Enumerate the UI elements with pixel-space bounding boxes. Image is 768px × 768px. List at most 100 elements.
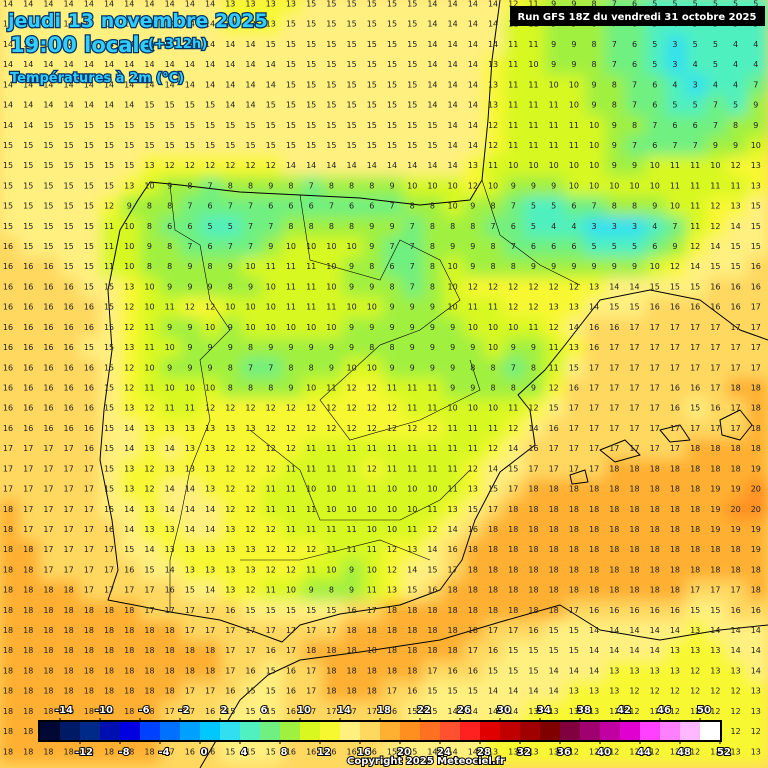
temperature-value: 11 (468, 303, 478, 312)
temperature-value: 15 (367, 101, 377, 110)
temperature-value: 12 (165, 161, 175, 170)
temperature-cell (0, 54, 22, 77)
temperature-value: 15 (84, 181, 94, 190)
temperature-value: 10 (427, 485, 437, 494)
temperature-cell (180, 337, 204, 360)
temperature-cell (140, 74, 163, 98)
legend-label: 0 (201, 747, 208, 758)
temperature-cell (322, 398, 345, 421)
temperature-cell (160, 236, 183, 259)
temperature-value: 17 (245, 626, 255, 635)
temperature-value: 18 (650, 505, 660, 514)
temperature-value: 18 (508, 545, 518, 554)
temperature-value: 11 (387, 384, 397, 393)
temperature-value: 18 (326, 666, 336, 675)
temperature-value: 14 (205, 586, 215, 595)
temperature-value: 4 (713, 80, 718, 89)
temperature-value: 16 (528, 444, 538, 453)
temperature-value: 16 (569, 384, 579, 393)
temperature-value: 13 (549, 303, 559, 312)
temperature-cell (261, 115, 284, 138)
temperature-cell (362, 74, 385, 98)
temperature-value: 15 (205, 121, 215, 130)
temperature-value: 12 (528, 282, 538, 291)
temperature-value: 12 (650, 747, 660, 756)
temperature-cell (645, 54, 668, 77)
temperature-cell (261, 276, 284, 300)
temperature-value: 17 (710, 363, 720, 372)
temperature-cell (79, 135, 103, 158)
temperature-value: 8 (430, 242, 435, 251)
temperature-cell (221, 357, 244, 380)
temperature-cell (140, 438, 163, 461)
temperature-cell (120, 357, 143, 380)
temperature-value: 6 (652, 242, 657, 251)
temperature-value: 13 (609, 666, 619, 675)
temperature-value: 13 (124, 282, 134, 291)
temperature-cell (221, 438, 244, 461)
temperature-value: 15 (84, 202, 94, 211)
temperature-value: 6 (349, 202, 354, 211)
temperature-value: 17 (589, 464, 599, 473)
temperature-value: 16 (488, 646, 498, 655)
temperature-cell (484, 175, 507, 199)
temperature-value: 17 (670, 323, 680, 332)
temperature-value: 11 (104, 262, 114, 271)
temperature-value: 18 (64, 586, 74, 595)
temperature-cell (504, 256, 527, 279)
temperature-value: 15 (104, 323, 114, 332)
temperature-value: 15 (165, 101, 175, 110)
temperature-value: 18 (629, 525, 639, 534)
temperature-cell (403, 378, 426, 401)
temperature-cell (100, 74, 123, 98)
temperature-value: 17 (43, 485, 53, 494)
temperature-value: 5 (652, 60, 657, 69)
temperature-value: 17 (710, 323, 720, 332)
temperature-cell (201, 438, 224, 461)
legend-label: 22 (417, 705, 431, 716)
temperature-value: 18 (448, 586, 458, 595)
temperature-value: 12 (508, 303, 518, 312)
temperature-value: 18 (508, 525, 518, 534)
temperature-cell (463, 378, 487, 401)
temperature-cell (706, 155, 729, 178)
temperature-value: 8 (147, 222, 152, 231)
temperature-value: 10 (306, 323, 316, 332)
temperature-value: 18 (650, 565, 660, 574)
temperature-value: 14 (609, 282, 619, 291)
temperature-cell (726, 337, 749, 360)
temperature-cell (342, 196, 365, 219)
temperature-value: 8 (248, 384, 253, 393)
temperature-cell (120, 135, 143, 158)
temperature-cell (403, 0, 426, 17)
temperature-value: 17 (549, 444, 559, 453)
temperature-cell (302, 115, 325, 138)
temperature-value: 18 (64, 687, 74, 696)
temperature-value: 7 (713, 121, 718, 130)
temperature-value: 16 (23, 262, 33, 271)
legend-label: 4 (241, 747, 248, 758)
legend-swatch (660, 722, 680, 740)
temperature-cell (241, 438, 264, 461)
temperature-value: 15 (569, 646, 579, 655)
temperature-value: 16 (43, 384, 53, 393)
temperature-value: 15 (84, 242, 94, 251)
temperature-value: 17 (690, 586, 700, 595)
temperature-value: 11 (488, 161, 498, 170)
temperature-cell (746, 216, 768, 239)
temperature-value: 12 (266, 424, 276, 433)
temperature-cell (726, 196, 749, 219)
temperature-value: 8 (288, 181, 293, 190)
temperature-cell (362, 54, 385, 77)
temperature-cell (302, 34, 325, 57)
temperature-value: 17 (650, 444, 660, 453)
temperature-value: 11 (690, 181, 700, 190)
temperature-value: 15 (286, 80, 296, 89)
temperature-cell (544, 175, 567, 199)
temperature-cell (302, 276, 325, 300)
temperature-cell (443, 357, 466, 380)
temperature-cell (746, 236, 768, 259)
temperature-cell (645, 337, 668, 360)
temperature-value: 18 (43, 586, 53, 595)
temperature-value: 15 (407, 80, 417, 89)
